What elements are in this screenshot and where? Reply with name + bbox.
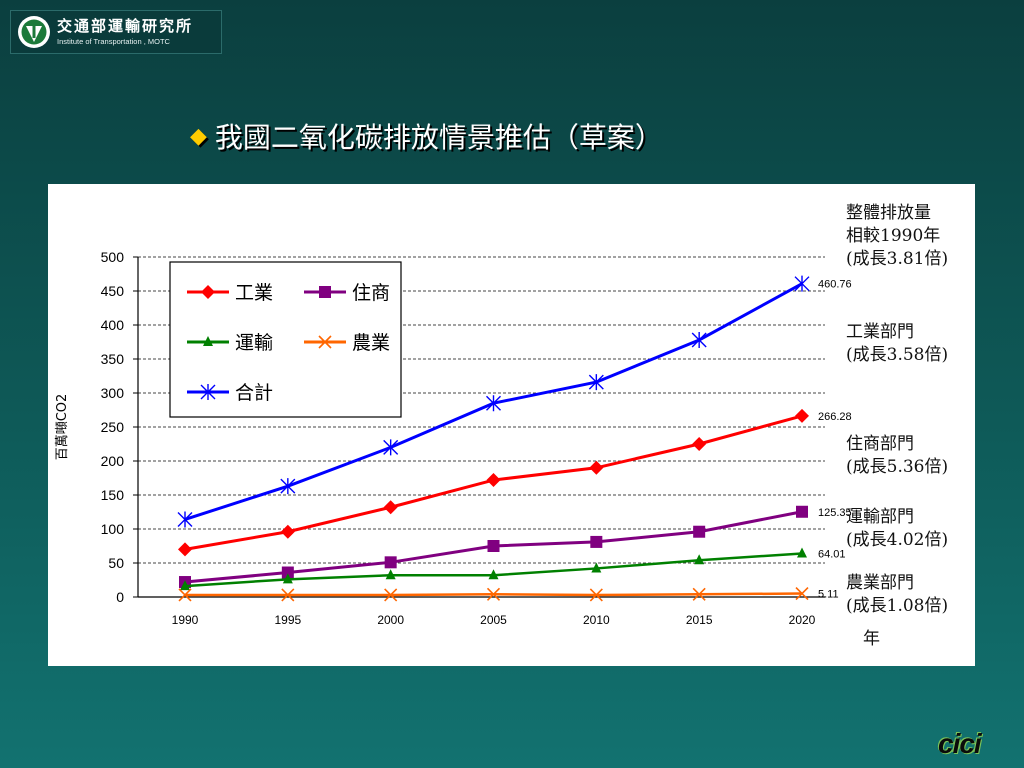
growth-note-line: 整體排放量 xyxy=(846,203,931,223)
x-axis-label: 年 xyxy=(863,629,880,649)
legend-marker xyxy=(319,286,331,298)
data-point xyxy=(178,542,192,557)
y-tick-label: 350 xyxy=(101,351,125,367)
y-tick-label: 300 xyxy=(101,385,125,401)
growth-note: 工業部門 (成長3.58倍) xyxy=(846,321,948,367)
growth-note-line: (成長3.58倍) xyxy=(846,344,949,365)
data-point xyxy=(383,500,398,515)
end-value-label: 266.28 xyxy=(818,411,852,423)
data-point xyxy=(486,473,501,488)
growth-note: 運輸部門 (成長4.02倍) xyxy=(846,506,948,552)
data-point xyxy=(692,587,706,601)
data-point xyxy=(486,395,501,412)
y-tick-label: 400 xyxy=(101,317,125,333)
end-value-label: 460.76 xyxy=(818,279,852,291)
data-point xyxy=(796,505,808,518)
data-point xyxy=(591,562,602,573)
x-tick-label: 2015 xyxy=(686,613,713,627)
legend-marker xyxy=(318,335,332,349)
y-axis-label: 百萬噸CO2 xyxy=(55,394,70,461)
data-point xyxy=(795,408,809,423)
legend-marker xyxy=(200,384,216,400)
legend-label: 工業 xyxy=(235,282,273,304)
data-point xyxy=(797,547,807,558)
y-tick-label: 50 xyxy=(108,555,124,571)
x-tick-label: 2005 xyxy=(480,613,507,627)
x-tick-label: 2010 xyxy=(583,613,610,627)
legend-label: 農業 xyxy=(352,332,390,354)
growth-note-line: 農業部門 xyxy=(846,573,914,593)
data-point xyxy=(589,588,603,602)
data-point xyxy=(383,439,399,456)
data-point xyxy=(693,525,706,538)
end-value-label: 5.11 xyxy=(818,589,839,601)
data-point xyxy=(487,540,500,552)
y-tick-label: 150 xyxy=(101,487,125,503)
growth-note-line: 住商部門 xyxy=(846,434,914,454)
legend-label: 運輸 xyxy=(235,332,273,354)
x-tick-label: 2020 xyxy=(789,613,816,627)
data-point xyxy=(281,588,295,602)
y-tick-label: 0 xyxy=(116,589,124,605)
growth-note-line: (成長1.08倍) xyxy=(846,595,949,616)
footer-logo: cici xyxy=(938,728,982,759)
growth-note-line: (成長5.36倍) xyxy=(846,456,949,477)
y-tick-label: 100 xyxy=(101,521,125,537)
emissions-line-chart: 0 50 100 150 200 250 300 350 400 450 500 1990 1995 20… xyxy=(55,249,852,627)
data-point xyxy=(692,437,707,451)
data-point xyxy=(590,535,603,548)
data-point xyxy=(486,587,501,601)
data-point xyxy=(794,275,810,292)
data-point xyxy=(385,569,396,580)
growth-note-line: 相較1990年 xyxy=(846,225,941,246)
org-name-zh: 交通部運輸研究所 xyxy=(57,16,194,35)
data-point xyxy=(180,580,190,591)
legend-marker xyxy=(201,285,215,299)
data-point xyxy=(694,554,705,565)
growth-note-line: (成長4.02倍) xyxy=(846,529,949,550)
legend-label: 合計 xyxy=(235,382,273,404)
slide-title: ◆ 我國二氧化碳排放情景推估（草案） xyxy=(190,116,663,156)
growth-note: 農業部門 (成長1.08倍) xyxy=(846,572,948,618)
growth-note-line: (成長3.81倍) xyxy=(846,248,949,269)
slide-title-text: 我國二氧化碳排放情景推估（草案） xyxy=(214,121,663,154)
end-value-label: 64.01 xyxy=(818,548,846,560)
data-point xyxy=(488,569,499,580)
growth-note-line: 工業部門 xyxy=(846,322,914,342)
institute-logo: 交通部運輸研究所 Institute of Transportation , M… xyxy=(10,10,222,54)
institute-logo-icon xyxy=(18,16,50,48)
data-point xyxy=(384,588,398,602)
data-point xyxy=(178,588,192,602)
data-point xyxy=(795,586,809,601)
data-point xyxy=(280,524,295,539)
legend-label: 住商 xyxy=(352,282,390,304)
data-point xyxy=(282,573,293,584)
x-tick-label: 2000 xyxy=(377,613,404,627)
growth-note: 整體排放量 相較1990年 (成長3.81倍) xyxy=(846,202,948,271)
legend-marker xyxy=(203,336,213,346)
x-tick-label: 1995 xyxy=(274,613,301,627)
data-point xyxy=(589,460,604,475)
data-point xyxy=(177,511,193,528)
y-tick-label: 450 xyxy=(101,283,125,299)
y-tick-label: 250 xyxy=(101,419,125,435)
data-point xyxy=(588,374,604,391)
data-point xyxy=(691,331,707,348)
data-point xyxy=(281,566,294,579)
chart-panel: 0 50 100 150 200 250 300 350 400 450 500 1990 1995 20… xyxy=(48,184,975,666)
growth-note-line: 運輸部門 xyxy=(846,507,914,527)
growth-note: 住商部門 (成長5.36倍) xyxy=(846,433,948,479)
x-tick-label: 1990 xyxy=(172,613,199,627)
data-point xyxy=(280,478,296,495)
y-tick-label: 500 xyxy=(101,249,125,265)
org-name-en: Institute of Transportation , MOTC xyxy=(57,36,170,46)
diamond-bullet-icon: ◆ xyxy=(190,123,207,149)
data-point xyxy=(384,556,397,569)
end-value-label: 125.35 xyxy=(818,507,852,519)
y-tick-label: 200 xyxy=(101,453,125,469)
